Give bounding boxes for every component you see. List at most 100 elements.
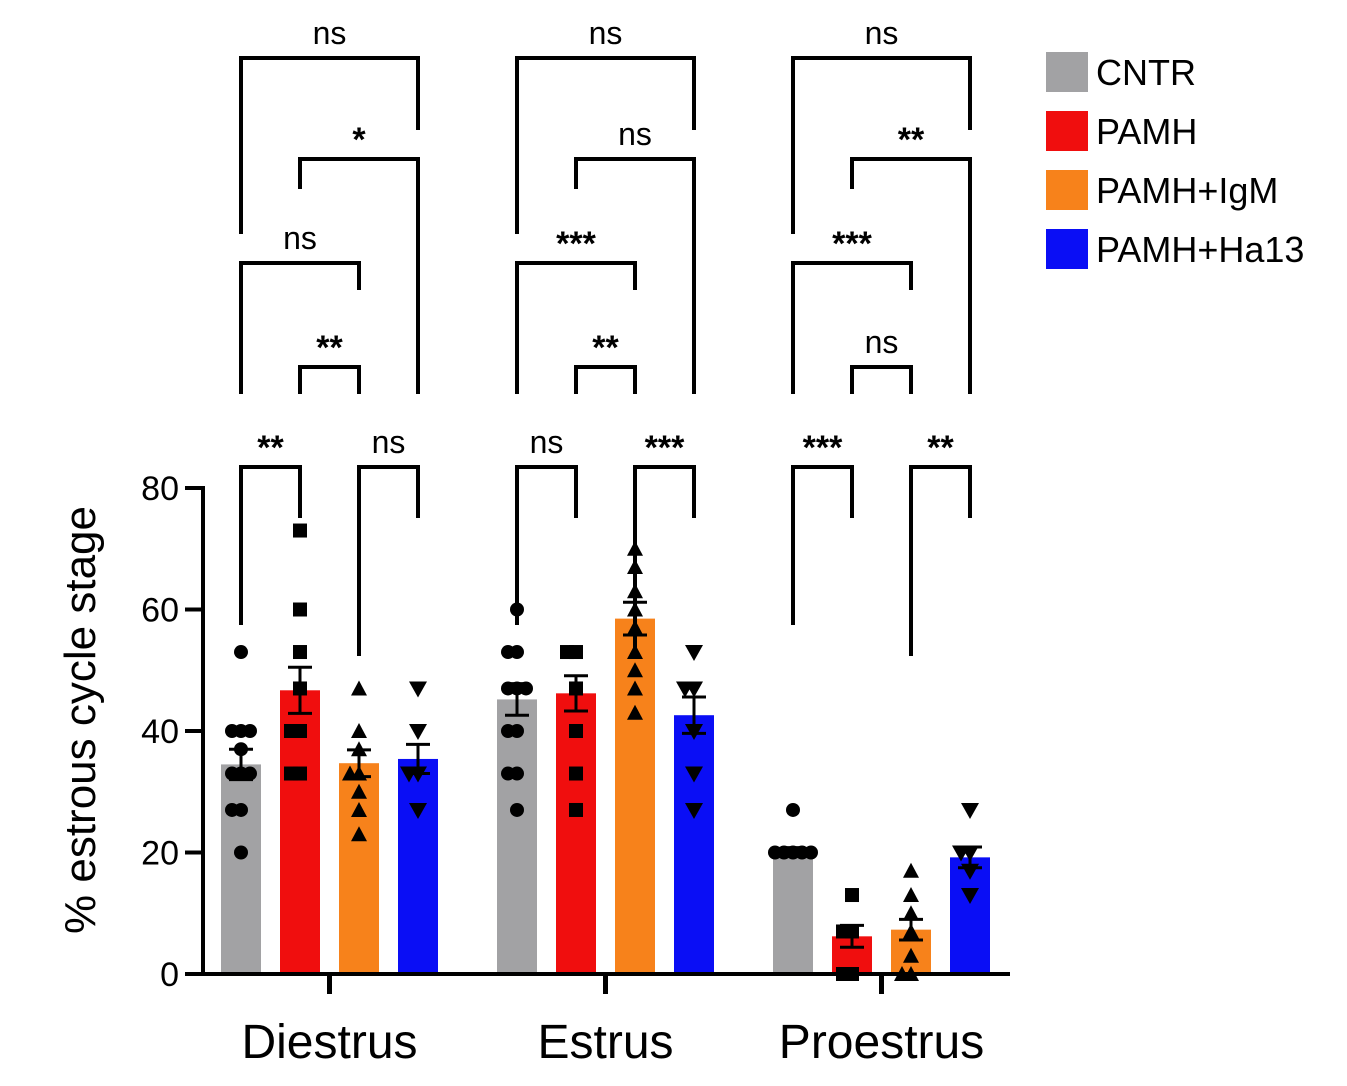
legend-label: PAMH	[1096, 111, 1197, 152]
data-point	[961, 863, 979, 880]
significance-label: ns	[283, 220, 317, 256]
significance-bracket	[515, 56, 696, 234]
bar-pamh-igm-estrus	[615, 618, 655, 974]
significance-bracket	[574, 157, 696, 394]
significance-label: **	[316, 329, 343, 367]
data-point	[569, 681, 583, 696]
significance-bracket	[791, 261, 913, 394]
data-point	[409, 802, 427, 819]
legend-swatch	[1046, 170, 1088, 210]
data-point	[627, 662, 643, 678]
significance-bracket	[298, 365, 361, 394]
significance-label: ns	[865, 15, 899, 51]
data-point	[685, 802, 703, 819]
data-point	[685, 724, 703, 740]
data-point	[409, 681, 427, 698]
significance-bracket	[357, 465, 420, 656]
data-point	[845, 888, 859, 903]
data-point	[351, 801, 367, 817]
data-point	[351, 741, 367, 757]
data-point	[569, 724, 583, 738]
data-point	[952, 845, 970, 862]
data-point	[903, 923, 919, 939]
data-point	[903, 862, 919, 878]
significance-label: ***	[803, 429, 843, 467]
data-point	[804, 845, 818, 860]
x-category-label-diestrus: Diestrus	[241, 1016, 417, 1069]
data-point	[409, 724, 427, 740]
data-point	[627, 704, 643, 720]
y-tick-label: 60	[141, 592, 179, 630]
significance-label: *	[352, 121, 366, 159]
data-point	[961, 888, 979, 905]
data-point	[225, 802, 239, 817]
significance-bracket	[850, 157, 972, 394]
significance-bracket	[515, 261, 637, 394]
data-point	[293, 645, 307, 660]
significance-bracket	[239, 465, 302, 625]
legend-swatch	[1046, 52, 1088, 92]
data-point	[225, 766, 239, 781]
x-category-label-estrus: Estrus	[537, 1016, 673, 1069]
data-point	[284, 766, 298, 781]
data-point	[225, 724, 239, 738]
data-point	[627, 680, 643, 696]
y-tick-label: 80	[141, 470, 179, 508]
data-point	[903, 947, 919, 963]
bar-cntr-proestrus	[773, 851, 813, 974]
data-point	[243, 766, 257, 781]
data-point	[293, 681, 307, 696]
data-point	[685, 645, 703, 662]
data-point	[519, 681, 533, 696]
data-point	[351, 826, 367, 842]
legend-swatch	[1046, 229, 1088, 269]
bar-pamh-ha13-estrus	[674, 715, 714, 974]
significance-bracket	[909, 465, 972, 656]
data-point	[768, 845, 782, 860]
data-point	[501, 724, 515, 738]
significance-bracket	[574, 365, 637, 394]
data-point	[510, 802, 524, 817]
y-axis-label: % estrous cycle stage	[56, 506, 105, 934]
y-tick-label: 40	[141, 713, 179, 751]
significance-label: ns	[865, 324, 899, 360]
data-point	[685, 766, 703, 783]
significance-label: **	[592, 329, 619, 367]
data-point	[501, 681, 515, 696]
bar-pamh-estrus	[556, 693, 596, 974]
data-point	[501, 645, 515, 660]
significance-label: ***	[645, 429, 685, 467]
data-point	[284, 724, 298, 738]
significance-bracket	[515, 465, 578, 625]
data-point	[569, 802, 583, 817]
data-point	[836, 924, 850, 939]
data-point	[786, 802, 800, 817]
significance-label: **	[257, 429, 284, 467]
data-point	[351, 723, 367, 738]
x-category-label-proestrus: Proestrus	[779, 1016, 984, 1069]
significance-label: ***	[832, 225, 872, 263]
data-point	[351, 680, 367, 696]
data-point	[961, 802, 979, 819]
legend-swatch	[1046, 111, 1088, 151]
significance-label: ns	[372, 424, 406, 460]
data-point	[400, 766, 418, 783]
data-point	[234, 845, 248, 860]
significance-label: **	[927, 429, 954, 467]
data-point	[234, 645, 248, 660]
legend-label: CNTR	[1096, 52, 1196, 93]
data-point	[243, 724, 257, 738]
significance-bracket	[633, 465, 696, 656]
significance-label: ns	[313, 15, 347, 51]
data-point	[342, 765, 358, 781]
bar-pamh-ha13-diestrus	[398, 758, 438, 974]
data-point	[903, 887, 919, 903]
significance-label: ns	[530, 424, 564, 460]
data-point	[903, 905, 919, 921]
data-point	[351, 783, 367, 799]
significance-label: ns	[618, 116, 652, 152]
legend-label: PAMH+Ha13	[1096, 229, 1304, 270]
significance-bracket	[239, 56, 420, 234]
data-point	[501, 766, 515, 781]
